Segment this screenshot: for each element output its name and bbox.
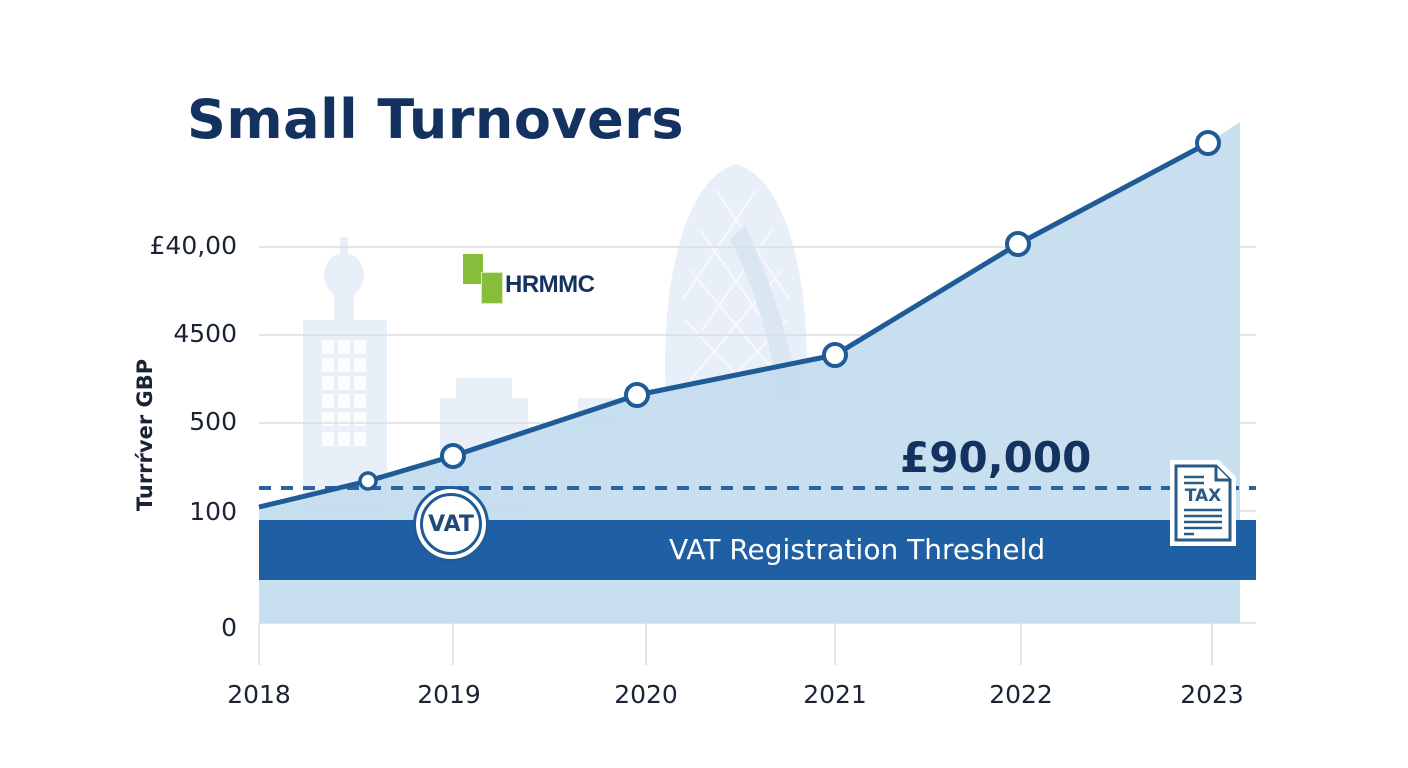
vat-badge-text: VAT [420,493,482,555]
y-tick-label: 500 [189,407,237,436]
tax-document-label: TAX [1184,486,1222,506]
vat-badge-icon: VAT [413,486,489,562]
y-tick-label: 4500 [173,319,237,348]
y-tick-label: 100 [189,497,237,526]
logo-square-icon [481,272,503,304]
x-tick-label: 2018 [227,680,291,709]
x-tick-label: 2021 [803,680,867,709]
logo-text: HRMMC [505,271,595,298]
y-tick-label: 0 [221,613,237,642]
data-point-markers [358,130,1221,491]
threshold-value-label: £90,000 [900,433,1092,482]
gherkin-spiral [730,225,800,400]
chart-title: Small Turnovers [187,88,685,151]
hmrc-logo: HRMMC [463,254,613,304]
x-tick-label: 2019 [417,680,481,709]
logo-square-icon [463,254,483,284]
y-tick-label: £40,00 [149,231,237,260]
x-tick-label: 2023 [1180,680,1244,709]
threshold-band-label: VAT Registration Thresheld [669,533,1046,566]
x-tick-label: 2022 [989,680,1053,709]
tax-document-icon: TAX [1170,460,1236,546]
x-tick-lines [258,623,1213,665]
x-tick-label: 2020 [614,680,678,709]
